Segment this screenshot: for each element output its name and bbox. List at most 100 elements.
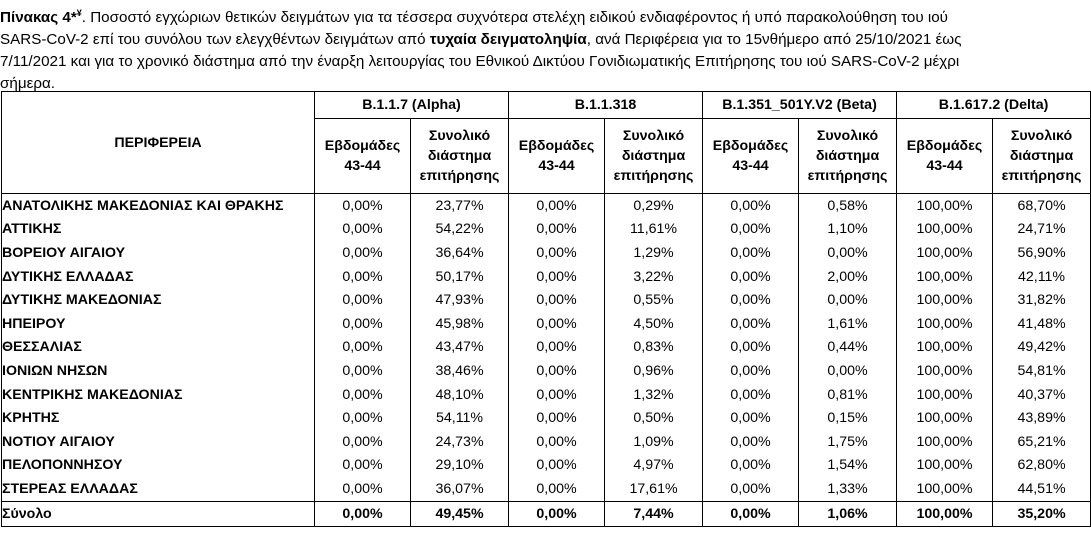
subheader-weeks: Εβδομάδες 43-44 — [314, 118, 411, 194]
subheader-weeks-line-1: Εβδομάδες — [906, 138, 983, 154]
percent-cell: 36,64% — [409, 241, 510, 265]
region-name: ΚΡΗΤΗΣ — [1, 406, 315, 430]
percent-cell: 1,54% — [798, 453, 898, 478]
caption-line-1: Πίνακας 4*¥. Ποσοστό εγχώριων θετικών δε… — [0, 2, 1091, 29]
region-name: ΑΝΑΤΟΛΙΚΗΣ ΜΑΚΕΔΟΝΙΑΣ ΚΑΙ ΘΡΑΚΗΣ — [1, 193, 315, 218]
percent-cell: 100,00% — [896, 264, 994, 289]
percent-cell: 44,51% — [992, 477, 1091, 502]
percent-cell: 0,00% — [508, 406, 606, 430]
total-percent-cell: 35,20% — [992, 500, 1091, 527]
subheader-total-period: Συνολικό διάστημα επιτήρησης — [992, 118, 1091, 194]
table-row: ΝΟΤΙΟΥ ΑΙΓΑΙΟΥ 0,00% 24,73% 0,00% 1,09% 0,00%… — [1, 429, 1091, 454]
percent-cell: 0,00% — [508, 264, 606, 289]
percent-cell: 0,81% — [798, 382, 898, 407]
subheader-weeks: Εβδομάδες 43-44 — [896, 118, 994, 194]
subheader-weeks-line-2: 43-44 — [344, 158, 381, 174]
percent-cell: 100,00% — [896, 217, 994, 242]
region-name: ΣΤΕΡΕΑΣ ΕΛΛΑΔΑΣ — [1, 477, 315, 502]
percent-cell: 1,29% — [604, 241, 704, 265]
percent-cell: 1,61% — [798, 311, 898, 336]
total-percent-cell: 7,44% — [604, 500, 704, 527]
subheader-weeks-line-1: Εβδομάδες — [712, 138, 789, 154]
percent-cell: 0,00% — [702, 288, 800, 312]
total-percent-cell: 0,00% — [508, 500, 606, 527]
percent-cell: 41,48% — [992, 311, 1091, 336]
percent-cell: 1,33% — [798, 477, 898, 502]
percent-cell: 0,00% — [702, 406, 800, 430]
subheader-total-line-1: Συνολικό — [816, 128, 879, 144]
subheader-total-line-1: Συνολικό — [622, 128, 685, 144]
percent-cell: 0,96% — [604, 359, 704, 383]
subheader-total-line-3: επιτήρησης — [1001, 168, 1082, 184]
percent-cell: 23,77% — [409, 193, 510, 218]
table-row: ΒΟΡΕΙΟΥ ΑΙΓΑΙΟΥ 0,00% 36,64% 0,00% 1,29% 0,00… — [1, 241, 1091, 265]
table-header: ΠΕΡΙΦΕΡΕΙΑ B.1.1.7 (Alpha) B.1.1.318 B.1… — [1, 91, 1091, 194]
total-percent-cell: 100,00% — [896, 500, 994, 527]
percent-cell: 24,73% — [409, 429, 510, 454]
percent-cell: 4,50% — [604, 311, 704, 336]
percent-cell: 0,00% — [702, 429, 800, 454]
percent-cell: 29,10% — [409, 453, 510, 478]
region-name: ΑΤΤΙΚΗΣ — [1, 217, 315, 242]
percent-cell: 24,71% — [992, 217, 1091, 242]
total-percent-cell: 0,00% — [314, 500, 411, 527]
percent-cell: 0,00% — [702, 264, 800, 289]
subheader-weeks-line-2: 43-44 — [538, 158, 575, 174]
subheader-total-period: Συνολικό διάστημα επιτήρησης — [409, 118, 510, 194]
region-name: ΙΟΝΙΩΝ ΝΗΣΩΝ — [1, 359, 315, 383]
region-name: ΠΕΛΟΠΟΝΝΗΣΟΥ — [1, 453, 315, 478]
percent-cell: 0,00% — [508, 241, 606, 265]
subheader-weeks-line-1: Εβδομάδες — [518, 138, 595, 154]
caption-line-2: SARS-CoV-2 επί του συνόλου των ελεγχθέντ… — [0, 29, 1091, 51]
caption-label: Πίνακας 4* — [0, 9, 77, 27]
table-caption: Πίνακας 4*¥. Ποσοστό εγχώριων θετικών δε… — [0, 2, 1091, 95]
percent-cell: 0,00% — [702, 382, 800, 407]
percent-cell: 0,00% — [314, 359, 411, 383]
table-row: ΚΡΗΤΗΣ 0,00% 54,11% 0,00% 0,50% 0,00% 0,15% 100… — [1, 406, 1091, 430]
caption-line1-text: . Ποσοστό εγχώριων θετικών δειγμάτων για… — [81, 9, 948, 27]
region-name: ΘΕΣΣΑΛΙΑΣ — [1, 335, 315, 360]
subheader-total-line-2: διάστημα — [815, 148, 880, 164]
percent-cell: 0,00% — [314, 335, 411, 360]
region-name: ΝΟΤΙΟΥ ΑΙΓΑΙΟΥ — [1, 429, 315, 454]
region-name: ΒΟΡΕΙΟΥ ΑΙΓΑΙΟΥ — [1, 241, 315, 265]
caption-line-3: 7/11/2021 και για το χρονικό διάστημα απ… — [0, 53, 960, 71]
percent-cell: 47,93% — [409, 288, 510, 312]
percent-cell: 2,00% — [798, 264, 898, 289]
percent-cell: 0,00% — [798, 288, 898, 312]
percent-cell: 0,00% — [314, 264, 411, 289]
table-row: ΚΕΝΤΡΙΚΗΣ ΜΑΚΕΔΟΝΙΑΣ 0,00% 48,10% 0,00% 1,32… — [1, 382, 1091, 407]
region-name: ΔΥΤΙΚΗΣ ΜΑΚΕΔΟΝΙΑΣ — [1, 288, 315, 312]
percent-cell: 65,21% — [992, 429, 1091, 454]
percent-cell: 100,00% — [896, 406, 994, 430]
percent-cell: 0,00% — [702, 453, 800, 478]
percent-cell: 0,00% — [702, 335, 800, 360]
percent-cell: 31,82% — [992, 288, 1091, 312]
percent-cell: 0,00% — [314, 193, 411, 218]
percent-cell: 0,00% — [508, 477, 606, 502]
percent-cell: 3,22% — [604, 264, 704, 289]
percent-cell: 43,47% — [409, 335, 510, 360]
percent-cell: 0,00% — [508, 335, 606, 360]
percent-cell: 0,50% — [604, 406, 704, 430]
percent-cell: 0,00% — [314, 241, 411, 265]
region-name: ΚΕΝΤΡΙΚΗΣ ΜΑΚΕΔΟΝΙΑΣ — [1, 382, 315, 407]
percent-cell: 54,11% — [409, 406, 510, 430]
subheader-total-period: Συνολικό διάστημα επιτήρησης — [798, 118, 898, 194]
percent-cell: 100,00% — [896, 382, 994, 407]
percent-cell: 0,00% — [508, 217, 606, 242]
table-body: ΑΝΑΤΟΛΙΚΗΣ ΜΑΚΕΔΟΝΙΑΣ ΚΑΙ ΘΡΑΚΗΣ 0,00% 23,… — [1, 193, 1091, 527]
variant-header-delta: B.1.617.2 (Delta) — [896, 91, 1091, 119]
percent-cell: 40,37% — [992, 382, 1091, 407]
percent-cell: 0,00% — [508, 193, 606, 218]
percent-cell: 0,15% — [798, 406, 898, 430]
subheader-weeks-line-2: 43-44 — [926, 158, 963, 174]
percent-cell: 100,00% — [896, 453, 994, 478]
region-column-header: ΠΕΡΙΦΕΡΕΙΑ — [1, 91, 315, 194]
percent-cell: 0,00% — [314, 288, 411, 312]
total-percent-cell: 1,06% — [798, 500, 898, 527]
percent-cell: 0,00% — [798, 241, 898, 265]
subheader-total-period: Συνολικό διάστημα επιτήρησης — [604, 118, 704, 194]
region-name: ΗΠΕΙΡΟΥ — [1, 311, 315, 336]
percent-cell: 17,61% — [604, 477, 704, 502]
